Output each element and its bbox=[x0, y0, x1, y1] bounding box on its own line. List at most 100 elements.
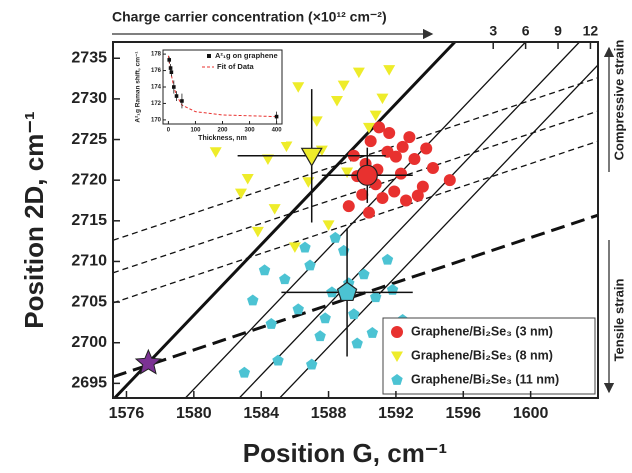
legend-box bbox=[382, 317, 596, 395]
y-tick-label: 2715 bbox=[71, 212, 107, 229]
point bbox=[383, 65, 396, 76]
y-tick-label: 2695 bbox=[71, 375, 107, 392]
inset-x-tick-label: 200 bbox=[217, 128, 228, 134]
point bbox=[330, 96, 343, 107]
mean-point bbox=[300, 147, 323, 167]
y-tick-label: 2730 bbox=[71, 90, 107, 107]
x2-tick-label: 9 bbox=[554, 23, 562, 39]
point bbox=[356, 188, 369, 201]
inset-point bbox=[274, 114, 279, 119]
point bbox=[251, 226, 264, 238]
inset-legend-label: A²₁g on graphene bbox=[215, 51, 278, 60]
x-tick-label: 1584 bbox=[243, 405, 279, 422]
mean-point bbox=[356, 164, 378, 186]
x-tick-label: 1588 bbox=[311, 405, 347, 422]
legend-swatch bbox=[391, 374, 403, 385]
point bbox=[362, 122, 375, 134]
point bbox=[373, 121, 386, 134]
guide-line bbox=[238, 42, 580, 398]
y-tick-label: 2705 bbox=[71, 293, 107, 310]
inset-y-tick-label: 178 bbox=[151, 52, 162, 58]
guide-line bbox=[184, 42, 527, 398]
mean-point bbox=[336, 281, 358, 302]
point bbox=[376, 192, 389, 205]
legend-swatch bbox=[391, 326, 403, 338]
inset-legend-label: Fit of Data bbox=[217, 62, 254, 71]
y-tick-label: 2710 bbox=[71, 253, 107, 270]
x-tick-label: 1580 bbox=[176, 405, 212, 422]
point bbox=[322, 220, 335, 231]
point bbox=[443, 174, 456, 187]
x2-tick-label: 12 bbox=[583, 23, 599, 39]
point bbox=[329, 231, 341, 243]
inset-x-tick-label: 0 bbox=[167, 128, 171, 134]
inset-x-title: Thickness, nm bbox=[198, 135, 247, 142]
inset-point bbox=[167, 58, 172, 62]
x-tick-label: 1576 bbox=[109, 405, 145, 422]
point bbox=[288, 242, 301, 253]
point bbox=[319, 312, 331, 324]
point bbox=[272, 354, 284, 366]
point bbox=[366, 326, 379, 338]
point bbox=[247, 294, 259, 306]
point bbox=[337, 80, 350, 92]
point bbox=[268, 204, 281, 215]
point bbox=[306, 358, 318, 370]
x-axis-title: Position G, cm⁻¹ bbox=[243, 438, 447, 468]
point bbox=[292, 82, 305, 93]
inset-x-tick-label: 300 bbox=[245, 128, 256, 134]
point bbox=[388, 185, 401, 198]
inset-legend-swatch bbox=[207, 54, 211, 58]
x2-tick-label: 3 bbox=[489, 23, 497, 39]
guide-line bbox=[113, 42, 456, 398]
point bbox=[241, 174, 254, 185]
point bbox=[386, 283, 399, 295]
inset-y-tick-label: 172 bbox=[151, 101, 162, 107]
plot-frame bbox=[112, 41, 599, 399]
point bbox=[370, 291, 382, 303]
legend-label: Graphene/Bi₂Se₃ (11 nm) bbox=[411, 372, 559, 386]
point bbox=[358, 268, 370, 280]
point bbox=[383, 127, 396, 140]
point bbox=[302, 177, 315, 188]
x-tick-label: 1596 bbox=[445, 405, 481, 422]
x-tick-label: 1592 bbox=[378, 405, 414, 422]
inset-x-tick-label: 100 bbox=[190, 128, 201, 134]
point bbox=[238, 366, 251, 378]
star-point bbox=[134, 348, 162, 375]
point bbox=[234, 188, 247, 200]
point bbox=[310, 116, 323, 127]
point bbox=[341, 167, 354, 179]
inset-point bbox=[168, 66, 173, 70]
point bbox=[389, 150, 402, 163]
inset-x-tick-label: 400 bbox=[272, 128, 283, 134]
guide-line bbox=[113, 110, 598, 274]
side-label: Compressive strain bbox=[611, 40, 626, 161]
point bbox=[376, 93, 389, 105]
point bbox=[381, 253, 394, 265]
point bbox=[408, 153, 421, 166]
point bbox=[209, 147, 222, 158]
inset-point bbox=[169, 70, 174, 74]
inset-y-title: A²₁g Raman shift, cm⁻¹ bbox=[135, 51, 142, 122]
point bbox=[351, 337, 363, 349]
inset-point bbox=[180, 99, 184, 103]
point bbox=[396, 140, 409, 153]
point bbox=[304, 259, 316, 271]
x-tick-label: 1600 bbox=[513, 405, 549, 422]
point bbox=[299, 241, 311, 253]
point bbox=[352, 67, 365, 79]
point bbox=[348, 308, 360, 320]
point bbox=[314, 330, 326, 342]
point bbox=[400, 194, 413, 207]
overlay: Graphene/Bi₂Se₃ (3 nm) Graphene/Bi₂Se₃ (8… bbox=[128, 44, 596, 395]
legend-swatch bbox=[391, 351, 403, 362]
point bbox=[265, 318, 278, 329]
point bbox=[280, 141, 293, 153]
point bbox=[364, 135, 377, 148]
inset-point bbox=[172, 85, 176, 89]
y-tick-label: 2700 bbox=[71, 334, 107, 351]
point bbox=[416, 180, 429, 193]
point bbox=[369, 110, 382, 122]
